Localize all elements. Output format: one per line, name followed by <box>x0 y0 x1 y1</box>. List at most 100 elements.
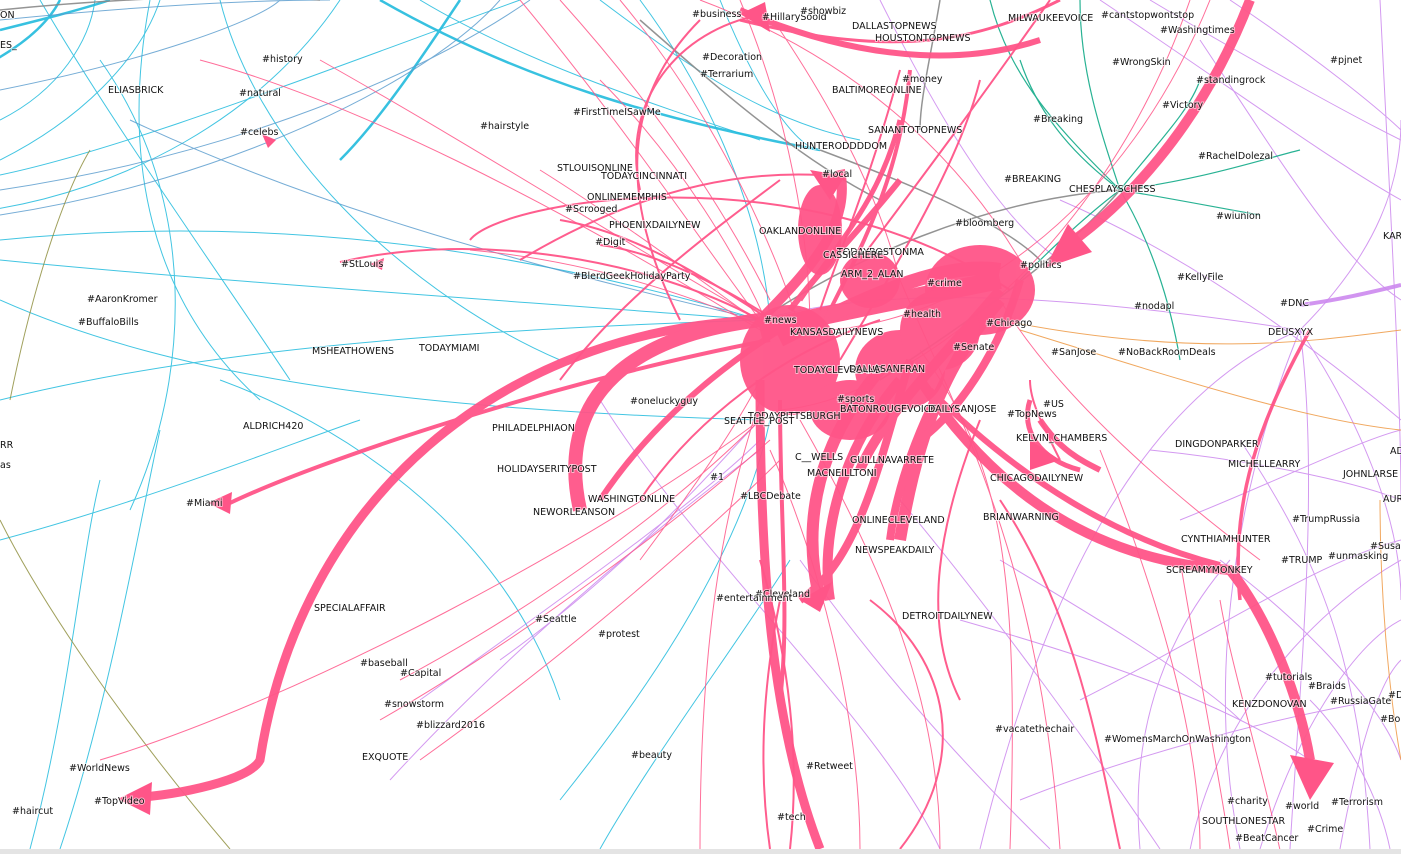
node-label-chesplayschess: CHESPLAYSCHESS <box>1069 184 1155 195</box>
node-label-aur: AUR <box>1383 494 1401 505</box>
node-label-politics: #politics <box>1020 260 1062 271</box>
node-label-cantstopwontstop: #cantstopwontstop <box>1101 10 1194 21</box>
node-label-topvideo: #TopVideo <box>94 796 145 807</box>
node-label-retweet: #Retweet <box>806 761 853 772</box>
node-label-showbiz: #showbiz <box>800 6 846 17</box>
node-label-decoration: #Decoration <box>702 52 762 63</box>
node-label-detroitdailynew: DETROITDAILYNEW <box>902 611 993 622</box>
node-label-seattle-post: SEATTLE_POST <box>724 416 795 427</box>
node-label-natural: #natural <box>239 88 281 99</box>
node-label-exquote: EXQUOTE <box>362 752 408 763</box>
node-label-charity: #charity <box>1227 796 1268 807</box>
arrowheads <box>118 2 1334 815</box>
node-label-racheldolezal: #RachelDolezal <box>1198 151 1273 162</box>
node-label-washingtimes: #Washingtimes <box>1160 25 1235 36</box>
node-label-hairstyle: #hairstyle <box>480 121 529 132</box>
node-label-us: #US <box>1043 399 1064 410</box>
node-label-trump: #TRUMP <box>1281 555 1323 566</box>
node-label-vacatethechair: #vacatethechair <box>995 724 1074 735</box>
node-label-business: #business <box>692 9 741 20</box>
node-label-russiagate: #RussiaGate <box>1330 696 1391 707</box>
node-label-kelvin-chambers: KELVIN_CHAMBERS <box>1016 433 1107 444</box>
node-label-womensmarchonwashington: #WomensMarchOnWashington <box>1104 734 1251 745</box>
node-label-crime: #Crime <box>1307 824 1343 835</box>
node-label-washingtonline: WASHINGTONLINE <box>588 494 675 505</box>
arrowhead-cleveland <box>800 582 832 612</box>
node-label-dnc: #DNC <box>1280 298 1309 309</box>
node-label-lbcdebate: #LBCDebate <box>740 491 801 502</box>
arrowhead-stlouis <box>370 258 384 270</box>
node-label-as: as <box>0 460 11 471</box>
node-label-kansasdailynews: KANSASDAILYNEWS <box>790 327 883 338</box>
thick-violet-edge <box>1299 283 1401 307</box>
node-label-sports: #sports <box>837 394 874 405</box>
node-label-newspeakdaily: NEWSPEAKDAILY <box>855 545 934 556</box>
node-label-world: #world <box>1285 801 1319 812</box>
thick-cyan-edges <box>0 0 821 161</box>
node-label-oaklandonline: OAKLANDONLINE <box>759 226 841 237</box>
node-label-pjnet: #pjnet <box>1330 55 1362 66</box>
node-label-entertainment: #entertainment <box>716 593 793 604</box>
node-label-worldnews: #WorldNews <box>69 763 130 774</box>
arrowhead-business <box>740 2 770 32</box>
node-label-macneilltoni: MACNEILLTONI <box>807 468 877 479</box>
node-label-milwaukeevoice: MILWAUKEEVOICE <box>1008 13 1093 24</box>
node-label-boul: #Boul <box>1380 714 1401 725</box>
node-label-arm-2-alan: ARM_2_ALAN <box>841 269 903 280</box>
node-label-protest: #protest <box>598 629 640 640</box>
node-label-unmasking: #unmasking <box>1328 551 1388 562</box>
hub-masses <box>740 185 1035 440</box>
orange-edges <box>999 319 1401 761</box>
node-label-capital: #Capital <box>400 668 441 679</box>
node-label-celebs: #celebs <box>240 127 279 138</box>
node-label-history: #history <box>262 54 303 65</box>
node-label-terrorism: #Terrorism <box>1331 797 1383 808</box>
node-label-baseball: #baseball <box>360 658 408 669</box>
arrowhead-kelvin <box>1030 440 1060 470</box>
node-label-guillnavarrete: GUILLNAVARRETE <box>850 455 934 466</box>
node-label-haircut: #haircut <box>12 806 53 817</box>
node-label-wiunion: #wiunion <box>1216 211 1261 222</box>
bottom-scrollbar-track[interactable] <box>0 849 1401 854</box>
cyan-edges <box>0 0 861 849</box>
node-label-nobackroomdeals: #NoBackRoomDeals <box>1118 347 1216 358</box>
node-label-digit: #Digit <box>595 237 626 248</box>
node-label-brianwarning: BRIANWARNING <box>983 512 1059 523</box>
node-label-onlinecleveland: ONLINECLEVELAND <box>852 515 945 526</box>
node-label-tutorials: #tutorials <box>1265 672 1312 683</box>
node-label-chicagodailynew: CHICAGODAILYNEW <box>990 473 1084 484</box>
node-label-topnews: #TopNews <box>1007 409 1057 420</box>
node-label-trumprussia: #TrumpRussia <box>1292 514 1360 525</box>
node-label-dallasanfran: DALLASANFRAN <box>849 364 925 375</box>
node-label-holidayseritypost: HOLIDAYSERITYPOST <box>497 464 597 475</box>
node-label-1: #1 <box>710 472 724 483</box>
node-label-breaking: #BREAKING <box>1004 174 1061 185</box>
node-label-aaronkromer: #AaronKromer <box>87 294 158 305</box>
node-label-batonrougevoice: BATONROUGEVOICE <box>840 404 936 415</box>
node-label-di: #DI <box>1388 690 1401 701</box>
node-label-todaycleveland: TODAYCLEVELAND <box>793 365 882 376</box>
node-label-cleveland: #Cleveland <box>755 589 810 600</box>
node-label-oneluckyguy: #oneluckyguy <box>630 396 698 407</box>
node-label-kar: KAR <box>1383 231 1401 242</box>
node-label-es: ES_ <box>0 40 17 51</box>
node-label-johnlarse: JOHNLARSE <box>1342 469 1398 480</box>
node-label-aldrich420: ALDRICH420 <box>243 421 303 432</box>
node-label-specialaffair: SPECIALAFFAIR <box>314 603 386 614</box>
node-label-phoenixdailynew: PHOENIXDAILYNEW <box>609 220 701 231</box>
node-label-eliasbrick: ELIASBRICK <box>108 85 164 96</box>
node-label-todaymiami: TODAYMIAMI <box>418 343 480 354</box>
arrowhead-miami <box>208 492 232 514</box>
node-label-on: ON <box>0 10 15 21</box>
node-labels: ON ES_ ELIASBRICK #history #natural #celebs #h… <box>0 5 1401 845</box>
node-label-scrooged: #Scrooged <box>565 204 617 215</box>
node-label-tech: #tech <box>777 812 806 823</box>
node-label-deusxyx: DEUSXYX <box>1268 327 1314 338</box>
arrowhead-world <box>1290 755 1334 800</box>
node-label-sanjose: #SanJose <box>1051 347 1096 358</box>
node-label-firsttimeisawme: #FirstTimeISawMe <box>573 107 661 118</box>
node-label-onlinememphis: ONLINEMEMPHIS <box>587 192 667 203</box>
node-label-ad: AD <box>1390 446 1401 457</box>
node-label-buffalobills: #BuffaloBills <box>78 317 139 328</box>
thin-pink-edges <box>99 0 1281 849</box>
